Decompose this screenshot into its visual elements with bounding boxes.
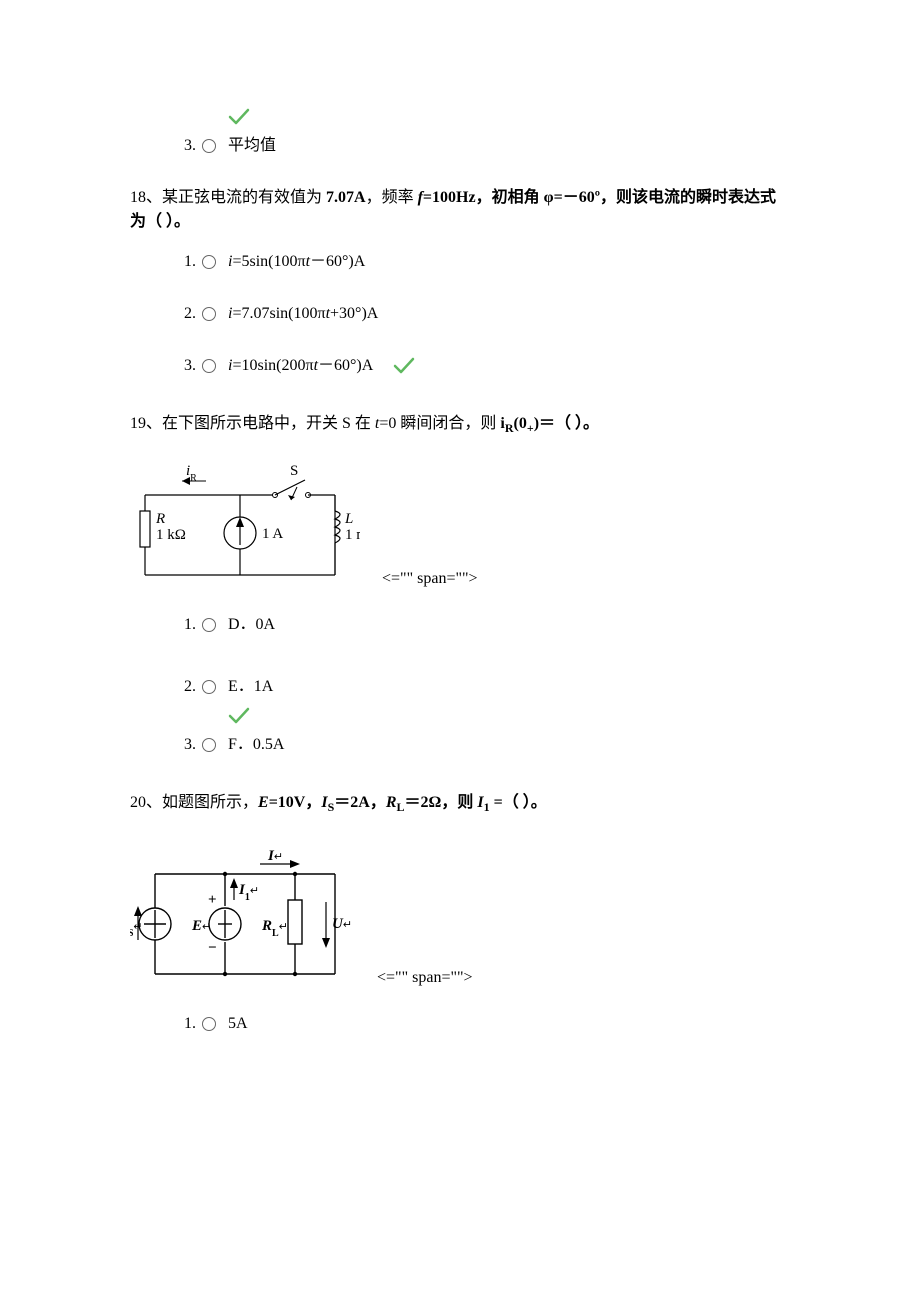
option-number: 2.: [170, 675, 196, 699]
svg-text:S: S: [290, 463, 298, 479]
svg-text:1 kΩ: 1 kΩ: [156, 527, 186, 543]
option-number: 3.: [170, 134, 196, 158]
radio-icon[interactable]: [202, 139, 216, 153]
option-label: F．0.5A: [228, 733, 284, 757]
option-label: i=10sin(200πt－60°)A: [228, 354, 373, 378]
radio-icon[interactable]: [202, 738, 216, 752]
option-number: 1.: [170, 1012, 196, 1036]
q19-figure-row: S iR R 1 kΩ 1 A L 1 mH <="" span="">: [130, 455, 790, 595]
svg-text:RL↵: RL↵: [261, 918, 288, 939]
q20-figure-row: IS↵ + − E↵ I1↵ I↵ RL↵ U↵ <="" span="">: [130, 844, 790, 994]
option-number: 3.: [170, 733, 196, 757]
q19-caption: <="" span="">: [382, 567, 478, 591]
q20-option-1[interactable]: 1. 5A: [170, 1012, 790, 1036]
svg-text:I↵: I↵: [267, 848, 283, 864]
option-label: i=7.07sin(100πt+30°)A: [228, 302, 378, 326]
svg-text:+: +: [208, 892, 217, 908]
option-label: i=5sin(100πt－60°)A: [228, 250, 365, 274]
option-number: 1.: [170, 250, 196, 274]
q20-caption: <="" span="">: [377, 966, 473, 990]
q18-option-3[interactable]: 3. i=10sin(200πt－60°)A: [170, 354, 790, 378]
option-number: 2.: [170, 302, 196, 326]
radio-icon[interactable]: [202, 307, 216, 321]
option-label: 5A: [228, 1012, 248, 1036]
option-label: D．0A: [228, 613, 275, 637]
option-label: 平均值: [228, 134, 276, 158]
option-number: 3.: [170, 354, 196, 378]
option-number: 1.: [170, 613, 196, 637]
svg-text:L: L: [344, 511, 353, 527]
svg-text:IS↵: IS↵: [130, 918, 143, 939]
q19-option-1[interactable]: 1. D．0A: [170, 613, 790, 637]
checkmark-icon: [393, 357, 415, 375]
q17-tail: 3. 平均值: [130, 108, 790, 158]
radio-icon[interactable]: [202, 359, 216, 373]
radio-icon[interactable]: [202, 618, 216, 632]
q20-stem: 20、如题图所示，E=10V，IS＝2A，RL＝2Ω，则 I1 =（ ）。: [130, 791, 790, 816]
q19-option-2[interactable]: 2. E．1A: [170, 675, 790, 699]
svg-text:E↵: E↵: [191, 918, 211, 934]
q18-stem: 18、某正弦电流的有效值为 7.07A，频率 f=100Hz，初相角 φ=－60…: [130, 186, 790, 234]
radio-icon[interactable]: [202, 680, 216, 694]
q20-circuit-figure: IS↵ + − E↵ I1↵ I↵ RL↵ U↵: [130, 844, 355, 994]
q18-options: 1. i=5sin(100πt－60°)A 2. i=7.07sin(100πt…: [130, 250, 790, 378]
q19-option-3[interactable]: 3. F．0.5A: [170, 733, 790, 757]
q18-option-2[interactable]: 2. i=7.07sin(100πt+30°)A: [170, 302, 790, 326]
checkmark-icon: [228, 108, 250, 126]
radio-icon[interactable]: [202, 1017, 216, 1031]
q17-option-3[interactable]: 3. 平均值: [170, 134, 790, 158]
svg-text:U↵: U↵: [332, 916, 352, 932]
q19-options: 1. D．0A 2. E．1A 3. F．0.5A: [130, 613, 790, 757]
checkmark-icon: [228, 707, 250, 725]
q18-option-1[interactable]: 1. i=5sin(100πt－60°)A: [170, 250, 790, 274]
q19-stem: 19、在下图所示电路中，开关 S 在 t=0 瞬间闭合，则 iR(0+)＝（ ）…: [130, 412, 790, 437]
radio-icon[interactable]: [202, 255, 216, 269]
svg-text:1 mH: 1 mH: [345, 527, 360, 543]
option-label: E．1A: [228, 675, 273, 699]
svg-text:I1↵: I1↵: [238, 882, 259, 903]
svg-text:R: R: [155, 511, 165, 527]
q20-options: 1. 5A: [130, 1012, 790, 1036]
svg-text:1 A: 1 A: [262, 526, 283, 542]
q19-circuit-figure: S iR R 1 kΩ 1 A L 1 mH: [130, 455, 360, 595]
svg-text:−: −: [208, 940, 217, 956]
